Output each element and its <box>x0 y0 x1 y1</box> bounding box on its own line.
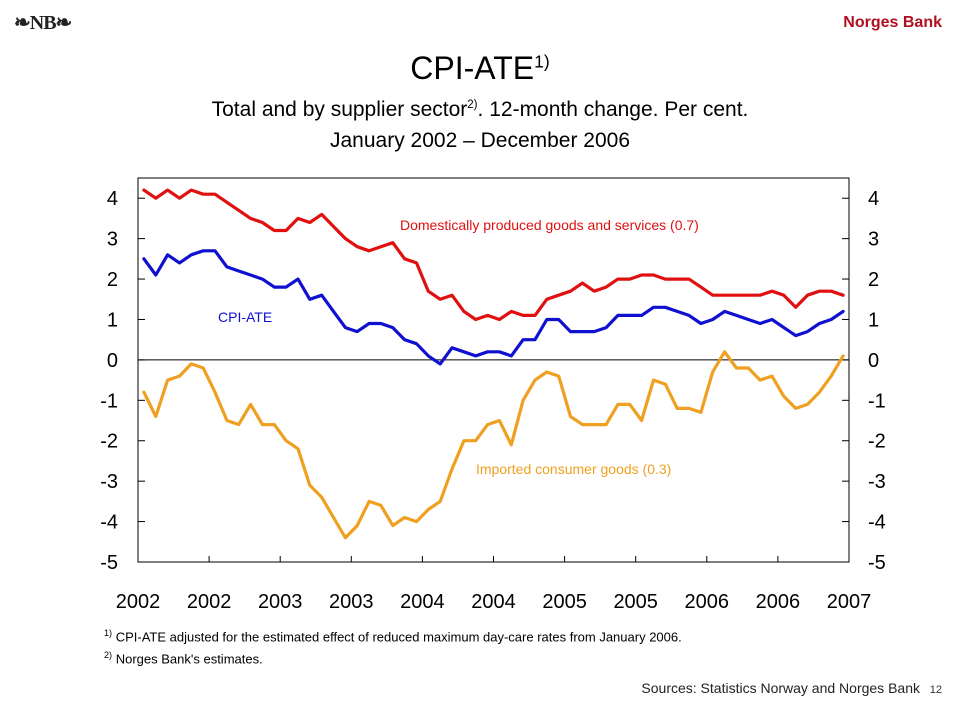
y-tick-label-right: -5 <box>868 552 886 574</box>
x-axis-labels: 2002 2002 2003 2003 2004 2004 2005 2005 2006 2006… <box>116 591 872 613</box>
y-tick-label-left: 0 <box>107 350 118 372</box>
footnote-2-mark: 2) <box>104 650 113 661</box>
x-tick-label: 2003 <box>329 591 374 613</box>
x-tick-label: 2002 <box>187 591 232 613</box>
y-tick-label-right: -4 <box>868 512 886 534</box>
y-tick-label-left: -5 <box>100 552 118 574</box>
label-cpi-ate: CPI-ATE <box>218 309 272 325</box>
x-tick-label: 2005 <box>542 591 587 613</box>
y-axis-left-labels: 4 3 2 1 0 -1 -2 -3 -4 -5 <box>100 188 118 574</box>
footnote-1: 1) CPI-ATE adjusted for the estimated ef… <box>104 624 682 646</box>
label-domestic: Domestically produced goods and services… <box>400 217 699 233</box>
footnote-1-text: CPI-ATE adjusted for the estimated effec… <box>115 629 682 645</box>
subtitle-part-a: Total and by supplier sector <box>211 98 468 121</box>
y-tick-label-left: -1 <box>100 390 118 412</box>
subtitle-footnote-mark: 2) <box>467 99 478 111</box>
footnote-1-mark: 1) <box>104 628 113 638</box>
norges-bank-logo: ❧NB❧ <box>14 12 72 34</box>
x-tick-label: 2003 <box>258 591 303 613</box>
chart-subtitle: Total and by supplier sector2). 12-month… <box>0 94 960 156</box>
x-tick-label: 2005 <box>613 591 658 613</box>
series-group <box>142 188 845 540</box>
y-tick-label-right: 0 <box>868 350 879 372</box>
footnote-2: 2) Norges Bank's estimates. <box>104 646 682 668</box>
label-imported: Imported consumer goods (0.3) <box>476 461 671 477</box>
y-tick-label-right: 4 <box>868 188 879 210</box>
footnotes: 1) CPI-ATE adjusted for the estimated ef… <box>104 624 682 669</box>
series-line-domestic <box>142 188 845 322</box>
y-tick-label-left: -4 <box>100 512 118 534</box>
y-tick-label-left: 3 <box>107 229 118 251</box>
series-line-cpi-ate <box>142 249 845 366</box>
y-tick-label-left: -2 <box>100 431 118 453</box>
y-tick-label-right: 2 <box>868 269 879 291</box>
plot-area-frame <box>137 177 850 563</box>
axis-ticks <box>137 197 850 563</box>
subtitle-date-range: January 2002 – December 2006 <box>329 129 631 152</box>
x-tick-label: 2004 <box>400 591 445 613</box>
page-number: 12 <box>929 684 942 696</box>
x-tick-label: 2007 <box>827 591 872 613</box>
y-tick-label-right: -3 <box>868 471 886 493</box>
footnote-2-text: Norges Bank's estimates. <box>115 651 263 667</box>
y-tick-label-left: 1 <box>107 309 118 331</box>
series-line-imported <box>142 350 845 540</box>
y-tick-label-right: -2 <box>868 431 886 453</box>
sources-note: Sources: Statistics Norway and Norges Ba… <box>641 680 920 696</box>
chart-title-footnote-mark: 1) <box>534 51 550 72</box>
chart-title: CPI-ATE1) <box>0 50 960 87</box>
subtitle-part-b: . 12-month change. Per cent. <box>477 98 749 121</box>
chart-title-text: CPI-ATE <box>410 50 535 86</box>
y-tick-label-right: 1 <box>868 309 879 331</box>
x-tick-label: 2002 <box>116 591 161 613</box>
y-axis-right-labels: 4 3 2 1 0 -1 -2 -3 -4 -5 <box>868 188 886 574</box>
y-tick-label-left: -3 <box>100 471 118 493</box>
y-tick-label-right: -1 <box>868 390 886 412</box>
y-tick-label-left: 2 <box>107 269 118 291</box>
bank-name: Norges Bank <box>843 14 942 31</box>
x-tick-label: 2006 <box>756 591 801 613</box>
x-tick-label: 2004 <box>471 591 516 613</box>
x-tick-label: 2006 <box>685 591 730 613</box>
y-tick-label-left: 4 <box>107 188 118 210</box>
y-tick-label-right: 3 <box>868 229 879 251</box>
